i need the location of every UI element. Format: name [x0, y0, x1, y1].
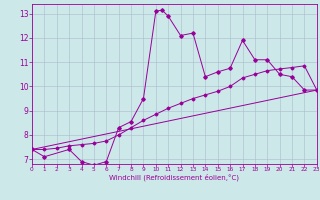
X-axis label: Windchill (Refroidissement éolien,°C): Windchill (Refroidissement éolien,°C) — [109, 174, 239, 181]
